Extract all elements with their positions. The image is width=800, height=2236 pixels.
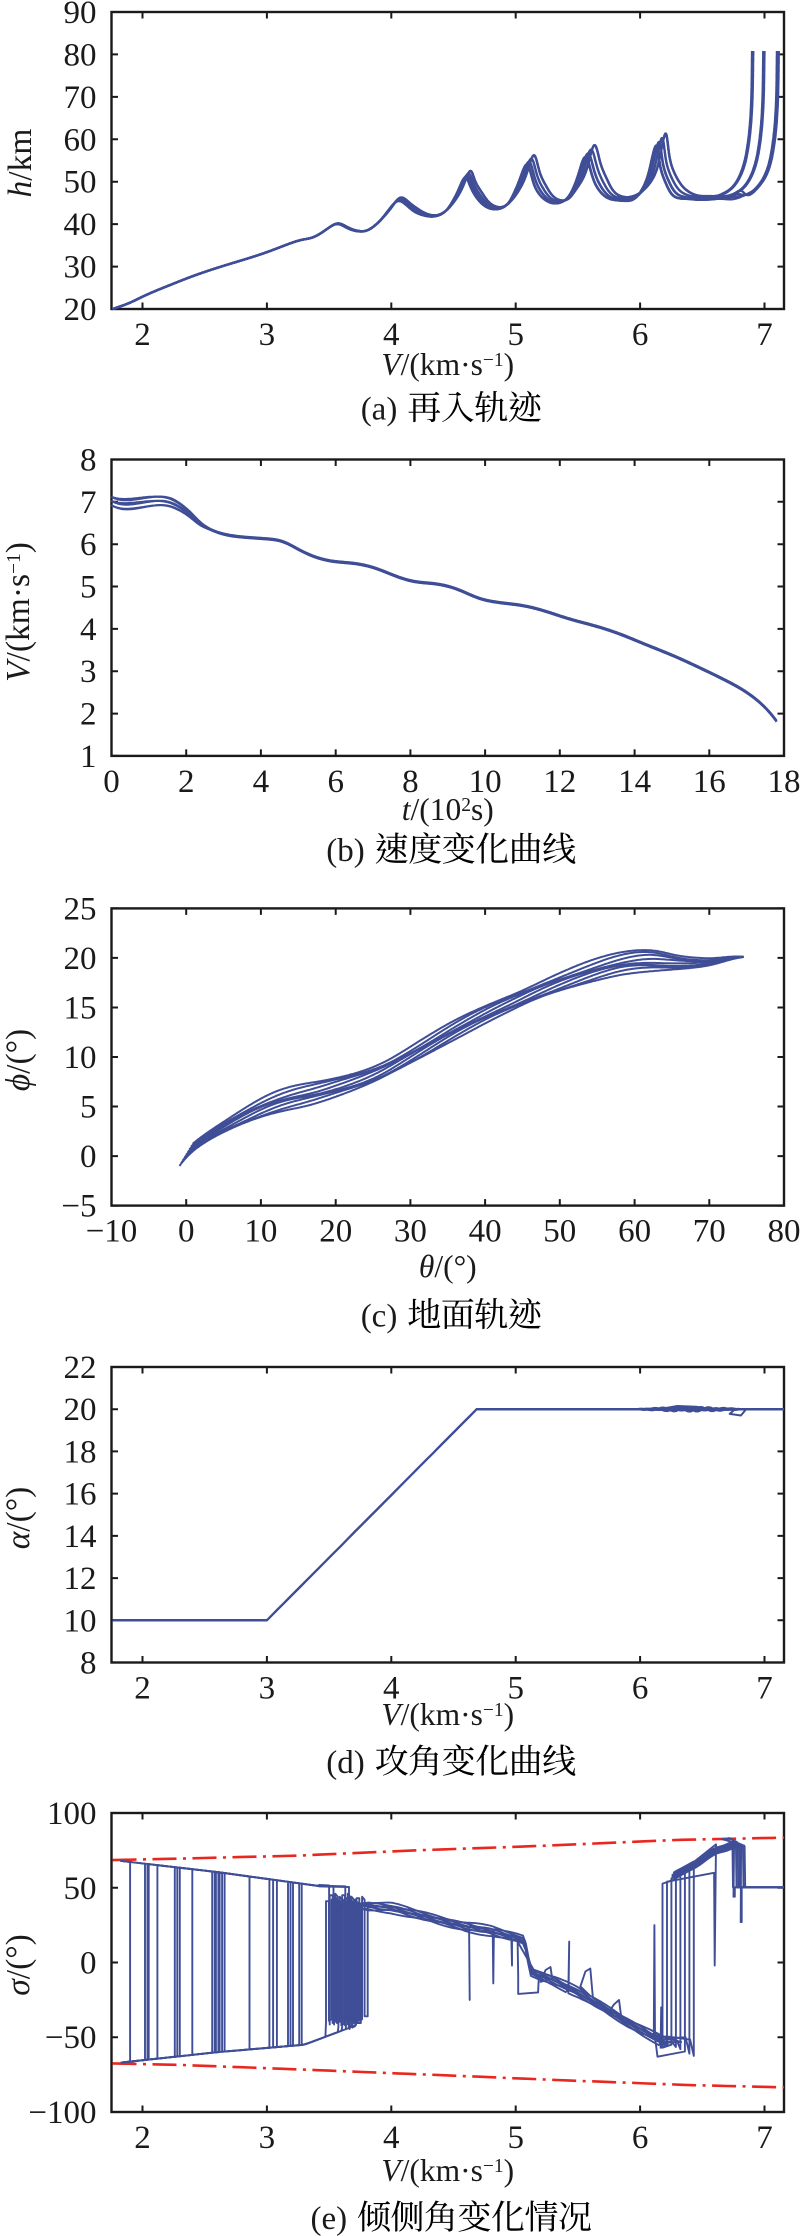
svg-text:15: 15: [64, 991, 97, 1027]
svg-text:(b): (b): [326, 833, 364, 869]
svg-text:50: 50: [64, 165, 97, 201]
svg-text:σ/(°): σ/(°): [0, 1934, 37, 1996]
svg-text:5: 5: [507, 317, 524, 353]
svg-text:60: 60: [618, 1214, 651, 1250]
svg-text:2: 2: [80, 697, 97, 733]
svg-text:4: 4: [80, 612, 97, 648]
svg-text:7: 7: [756, 2120, 773, 2156]
svg-text:0: 0: [80, 1946, 97, 1982]
svg-text:V/(km·s−1): V/(km·s−1): [0, 542, 37, 682]
svg-text:16: 16: [693, 764, 726, 800]
svg-text:3: 3: [259, 2120, 276, 2156]
svg-text:40: 40: [64, 207, 97, 243]
svg-text:80: 80: [768, 1214, 800, 1250]
svg-text:ϕ/(°): ϕ/(°): [0, 1029, 37, 1091]
svg-text:40: 40: [469, 1214, 502, 1250]
svg-text:2: 2: [134, 317, 151, 353]
svg-text:7: 7: [756, 1671, 773, 1707]
svg-text:4: 4: [383, 1671, 400, 1707]
svg-text:12: 12: [543, 764, 576, 800]
svg-text:8: 8: [80, 443, 97, 479]
svg-text:50: 50: [543, 1214, 576, 1250]
svg-text:5: 5: [507, 1671, 524, 1707]
svg-text:20: 20: [64, 292, 97, 328]
svg-text:−5: −5: [61, 1189, 96, 1225]
svg-text:θ/(°): θ/(°): [419, 1249, 477, 1284]
svg-text:20: 20: [319, 1214, 352, 1250]
svg-text:80: 80: [64, 37, 97, 73]
svg-text:h/km: h/km: [2, 129, 39, 198]
svg-text:0: 0: [178, 1214, 195, 1250]
svg-text:−10: −10: [86, 1214, 138, 1250]
svg-text:3: 3: [259, 317, 276, 353]
svg-text:20: 20: [64, 1392, 97, 1428]
svg-text:6: 6: [632, 317, 649, 353]
svg-text:4: 4: [383, 317, 400, 353]
svg-text:2: 2: [134, 2120, 151, 2156]
svg-text:3: 3: [80, 654, 97, 690]
svg-text:6: 6: [327, 764, 344, 800]
svg-text:8: 8: [402, 764, 419, 800]
svg-text:6: 6: [632, 2120, 649, 2156]
svg-text:1: 1: [80, 739, 97, 775]
svg-text:16: 16: [64, 1477, 97, 1513]
svg-text:6: 6: [632, 1671, 649, 1707]
svg-text:10: 10: [469, 764, 502, 800]
svg-text:18: 18: [768, 764, 800, 800]
svg-text:−50: −50: [45, 2020, 97, 2056]
svg-text:4: 4: [253, 764, 270, 800]
svg-text:60: 60: [64, 122, 97, 158]
svg-text:6: 6: [80, 527, 97, 563]
svg-text:−100: −100: [28, 2095, 96, 2131]
svg-text:100: 100: [47, 1796, 97, 1832]
svg-text:0: 0: [103, 764, 120, 800]
svg-text:18: 18: [64, 1434, 97, 1470]
svg-text:7: 7: [80, 485, 97, 521]
svg-text:22: 22: [64, 1350, 97, 1386]
svg-text:90: 90: [64, 0, 97, 31]
svg-text:14: 14: [64, 1519, 97, 1555]
svg-text:30: 30: [64, 250, 97, 286]
svg-text:(e): (e): [311, 2201, 348, 2236]
svg-text:70: 70: [64, 80, 97, 116]
svg-text:7: 7: [756, 317, 773, 353]
svg-text:14: 14: [618, 764, 651, 800]
svg-text:3: 3: [259, 1671, 276, 1707]
svg-text:10: 10: [64, 1603, 97, 1639]
svg-text:α/(°): α/(°): [0, 1487, 37, 1550]
svg-text:(a): (a): [361, 392, 398, 428]
svg-text:70: 70: [693, 1214, 726, 1250]
svg-text:10: 10: [244, 1214, 277, 1250]
svg-text:2: 2: [178, 764, 195, 800]
svg-text:t/(102s): t/(102s): [402, 792, 494, 827]
svg-text:30: 30: [394, 1214, 427, 1250]
svg-text:10: 10: [64, 1040, 97, 1076]
svg-text:(c): (c): [361, 1299, 398, 1335]
svg-text:5: 5: [507, 2120, 524, 2156]
svg-text:4: 4: [383, 2120, 400, 2156]
svg-text:8: 8: [80, 1646, 97, 1682]
svg-text:V/(km·s−1): V/(km·s−1): [381, 347, 514, 382]
svg-text:0: 0: [80, 1139, 97, 1175]
svg-text:20: 20: [64, 941, 97, 977]
svg-text:(d): (d): [326, 1745, 364, 1781]
svg-text:5: 5: [80, 1090, 97, 1126]
svg-text:2: 2: [134, 1671, 151, 1707]
svg-text:50: 50: [64, 1871, 97, 1907]
svg-text:25: 25: [64, 891, 97, 927]
svg-text:12: 12: [64, 1561, 97, 1597]
svg-text:5: 5: [80, 570, 97, 606]
